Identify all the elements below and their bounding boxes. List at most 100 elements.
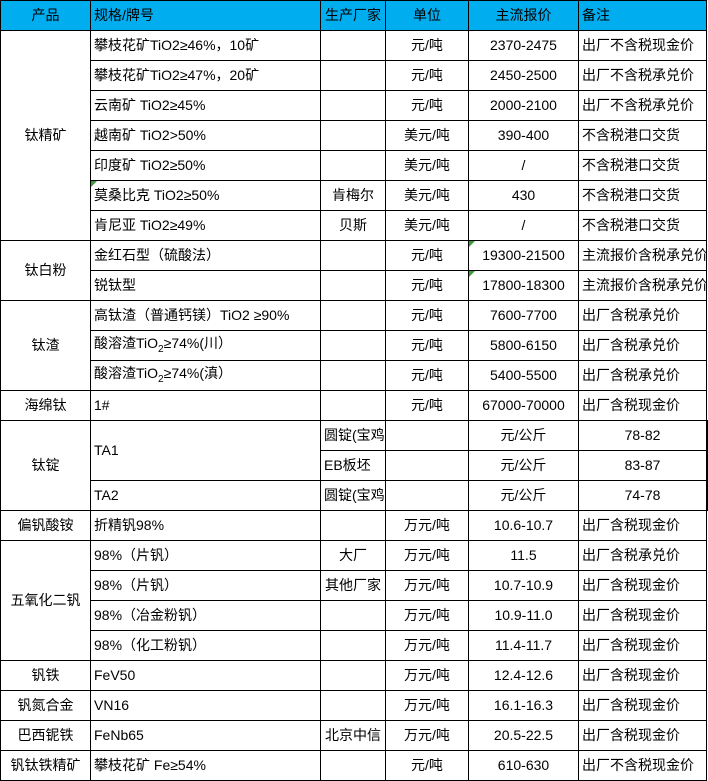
table-row: 越南矿 TiO2>50% 美元/吨 390-400 不含税港口交货 (1, 120, 708, 151)
note-cell: 出厂含税现金价 (706, 480, 708, 511)
note-cell: 主流报价含税承兑价 (578, 240, 707, 271)
product-name-cell: 钛渣 (0, 300, 91, 391)
spec-cell: 98%（片钒） (90, 540, 321, 571)
unit-cell: 元/公斤 (468, 450, 579, 481)
unit-cell: 元/吨 (385, 270, 469, 301)
grade-cell: TA2 (90, 480, 321, 511)
price-cell: 74-78 (578, 480, 707, 511)
manufacturer-cell (320, 240, 386, 271)
table-row: 巴西铌铁 FeNb65 北京中信 万元/吨 20.5-22.5 出厂含税现金价 (0, 720, 708, 751)
product-name-cell: 钛精矿 (0, 30, 91, 241)
spec-cell: 云南矿 TiO2≥45% (90, 90, 321, 121)
price-cell: 19300-21500 (468, 240, 579, 271)
unit-cell: 元/吨 (385, 750, 469, 781)
unit-cell: 万元/吨 (385, 720, 469, 751)
unit-cell: 元/公斤 (468, 480, 579, 511)
note-cell: 主流报价含税承兑价 (578, 270, 707, 301)
price-cell: / (468, 210, 579, 241)
spec-cell: 莫桑比克 TiO2≥50% (90, 180, 321, 211)
price-cell: 11.5 (468, 540, 579, 571)
spec-cell: 圆锭(宝鸡地区) (320, 480, 386, 511)
column-header-note: 备注 (578, 0, 707, 31)
price-cell: 7600-7700 (468, 300, 579, 331)
table-row: 98%（化工粉钒） 万元/吨 11.4-11.7 出厂含税现金价 (1, 630, 708, 661)
note-cell: 出厂不含税承兑价 (578, 60, 707, 91)
product-name-cell: 钒钛铁精矿 (0, 750, 91, 781)
table-row: 肯尼亚 TiO2≥49% 贝斯 美元/吨 / 不含税港口交货 (1, 210, 708, 241)
price-cell: 610-630 (468, 750, 579, 781)
unit-cell: 元/吨 (385, 390, 469, 421)
manufacturer-cell: 其他厂家 (320, 570, 386, 601)
column-header-product: 产品 (0, 0, 91, 31)
manufacturer-cell (320, 90, 386, 121)
spec-cell: 酸溶渣TiO2≥74%(滇） (90, 360, 321, 391)
table-row: 偏钒酸铵 折精钒98% 万元/吨 10.6-10.7 出厂含税现金价 (0, 510, 708, 541)
table-row: 钛精矿 攀枝花矿TiO2≥46%，10矿 元/吨 2370-2475 出厂不含税现金价 (0, 30, 708, 241)
price-cell: 10.9-11.0 (468, 600, 579, 631)
note-cell: 出厂含税承兑价 (578, 330, 707, 361)
spec-cell: 攀枝花矿TiO2≥47%，20矿 (90, 60, 321, 91)
spec-cell: 肯尼亚 TiO2≥49% (90, 210, 321, 241)
spec-cell: 印度矿 TiO2≥50% (90, 150, 321, 181)
spec-cell: 高钛渣（普通钙镁）TiO2 ≥90% (90, 300, 321, 331)
note-cell: 出厂不含税现金价 (578, 30, 707, 61)
price-cell: 390-400 (468, 120, 579, 151)
table-row: 海绵钛 1# 元/吨 67000-70000 出厂含税现金价 (0, 390, 708, 421)
note-cell: 出厂含税现金价 (578, 630, 707, 661)
manufacturer-cell (320, 120, 386, 151)
unit-cell: 元/公斤 (468, 420, 579, 451)
price-cell: 78-82 (578, 420, 707, 451)
note-cell: 出厂含税现金价 (578, 720, 707, 751)
table-row: 锐钛型 元/吨 17800-18300 主流报价含税承兑价 (1, 270, 708, 301)
spec-cell: FeNb65 (90, 720, 321, 751)
table-row: 98%（冶金粉钒） 万元/吨 10.9-11.0 出厂含税现金价 (1, 600, 708, 631)
spec-cell: 98%（片钒） (90, 570, 321, 601)
manufacturer-cell (320, 60, 386, 91)
unit-cell: 美元/吨 (385, 180, 469, 211)
price-cell: 10.7-10.9 (468, 570, 579, 601)
manufacturer-cell: 大厂 (320, 540, 386, 571)
spec-cell: 98%（化工粉钒） (90, 630, 321, 661)
table-body: 钛精矿 攀枝花矿TiO2≥46%，10矿 元/吨 2370-2475 出厂不含税现金价攀… (0, 30, 708, 781)
manufacturer-cell (385, 480, 469, 511)
product-name-cell: 钒铁 (0, 660, 91, 691)
note-cell: 不含税港口交货 (578, 180, 707, 211)
unit-cell: 美元/吨 (385, 210, 469, 241)
manufacturer-cell (320, 150, 386, 181)
note-cell: 不含税港口交货 (578, 150, 707, 181)
note-cell: 出厂含税承兑价 (578, 300, 707, 331)
unit-cell: 万元/吨 (385, 510, 469, 541)
note-cell: 出厂含税现金价 (706, 450, 708, 481)
manufacturer-cell (320, 360, 386, 391)
manufacturer-cell (320, 390, 386, 421)
spec-cell: 酸溶渣TiO2≥74%(川） (90, 330, 321, 361)
note-cell: 出厂含税现金价 (706, 420, 708, 451)
price-cell: 10.6-10.7 (468, 510, 579, 541)
price-cell: 17800-18300 (468, 270, 579, 301)
manufacturer-cell (385, 450, 469, 481)
spec-cell: 攀枝花矿TiO2≥46%，10矿 (90, 30, 321, 61)
unit-cell: 美元/吨 (385, 150, 469, 181)
table-row: 钒氮合金 VN16 万元/吨 16.1-16.3 出厂含税现金价 (0, 690, 708, 721)
note-cell: 出厂含税承兑价 (578, 540, 707, 571)
unit-cell: 元/吨 (385, 330, 469, 361)
unit-cell: 万元/吨 (385, 690, 469, 721)
unit-cell: 元/吨 (385, 90, 469, 121)
table-row: 钛渣 高钛渣（普通钙镁）TiO2 ≥90% 元/吨 7600-7700 出厂含税承兑价 (0, 300, 708, 391)
note-cell: 出厂含税现金价 (578, 690, 707, 721)
spec-cell: 98%（冶金粉钒） (90, 600, 321, 631)
manufacturer-cell (320, 30, 386, 61)
manufacturer-cell: 肯梅尔 (320, 180, 386, 211)
product-name-cell: 五氧化二钒 (0, 540, 91, 661)
price-cell: 5400-5500 (468, 360, 579, 391)
table-row: 莫桑比克 TiO2≥50% 肯梅尔 美元/吨 430 不含税港口交货 (1, 180, 708, 211)
manufacturer-cell (320, 660, 386, 691)
price-cell: 2450-2500 (468, 60, 579, 91)
price-cell: 20.5-22.5 (468, 720, 579, 751)
note-cell: 出厂不含税承兑价 (578, 90, 707, 121)
unit-cell: 元/吨 (385, 360, 469, 391)
note-cell: 出厂含税现金价 (578, 510, 707, 541)
header-row: 产品 规格/牌号 生产厂家 单位 主流报价 备注 (0, 0, 708, 31)
note-cell: 出厂含税承兑价 (578, 360, 707, 391)
